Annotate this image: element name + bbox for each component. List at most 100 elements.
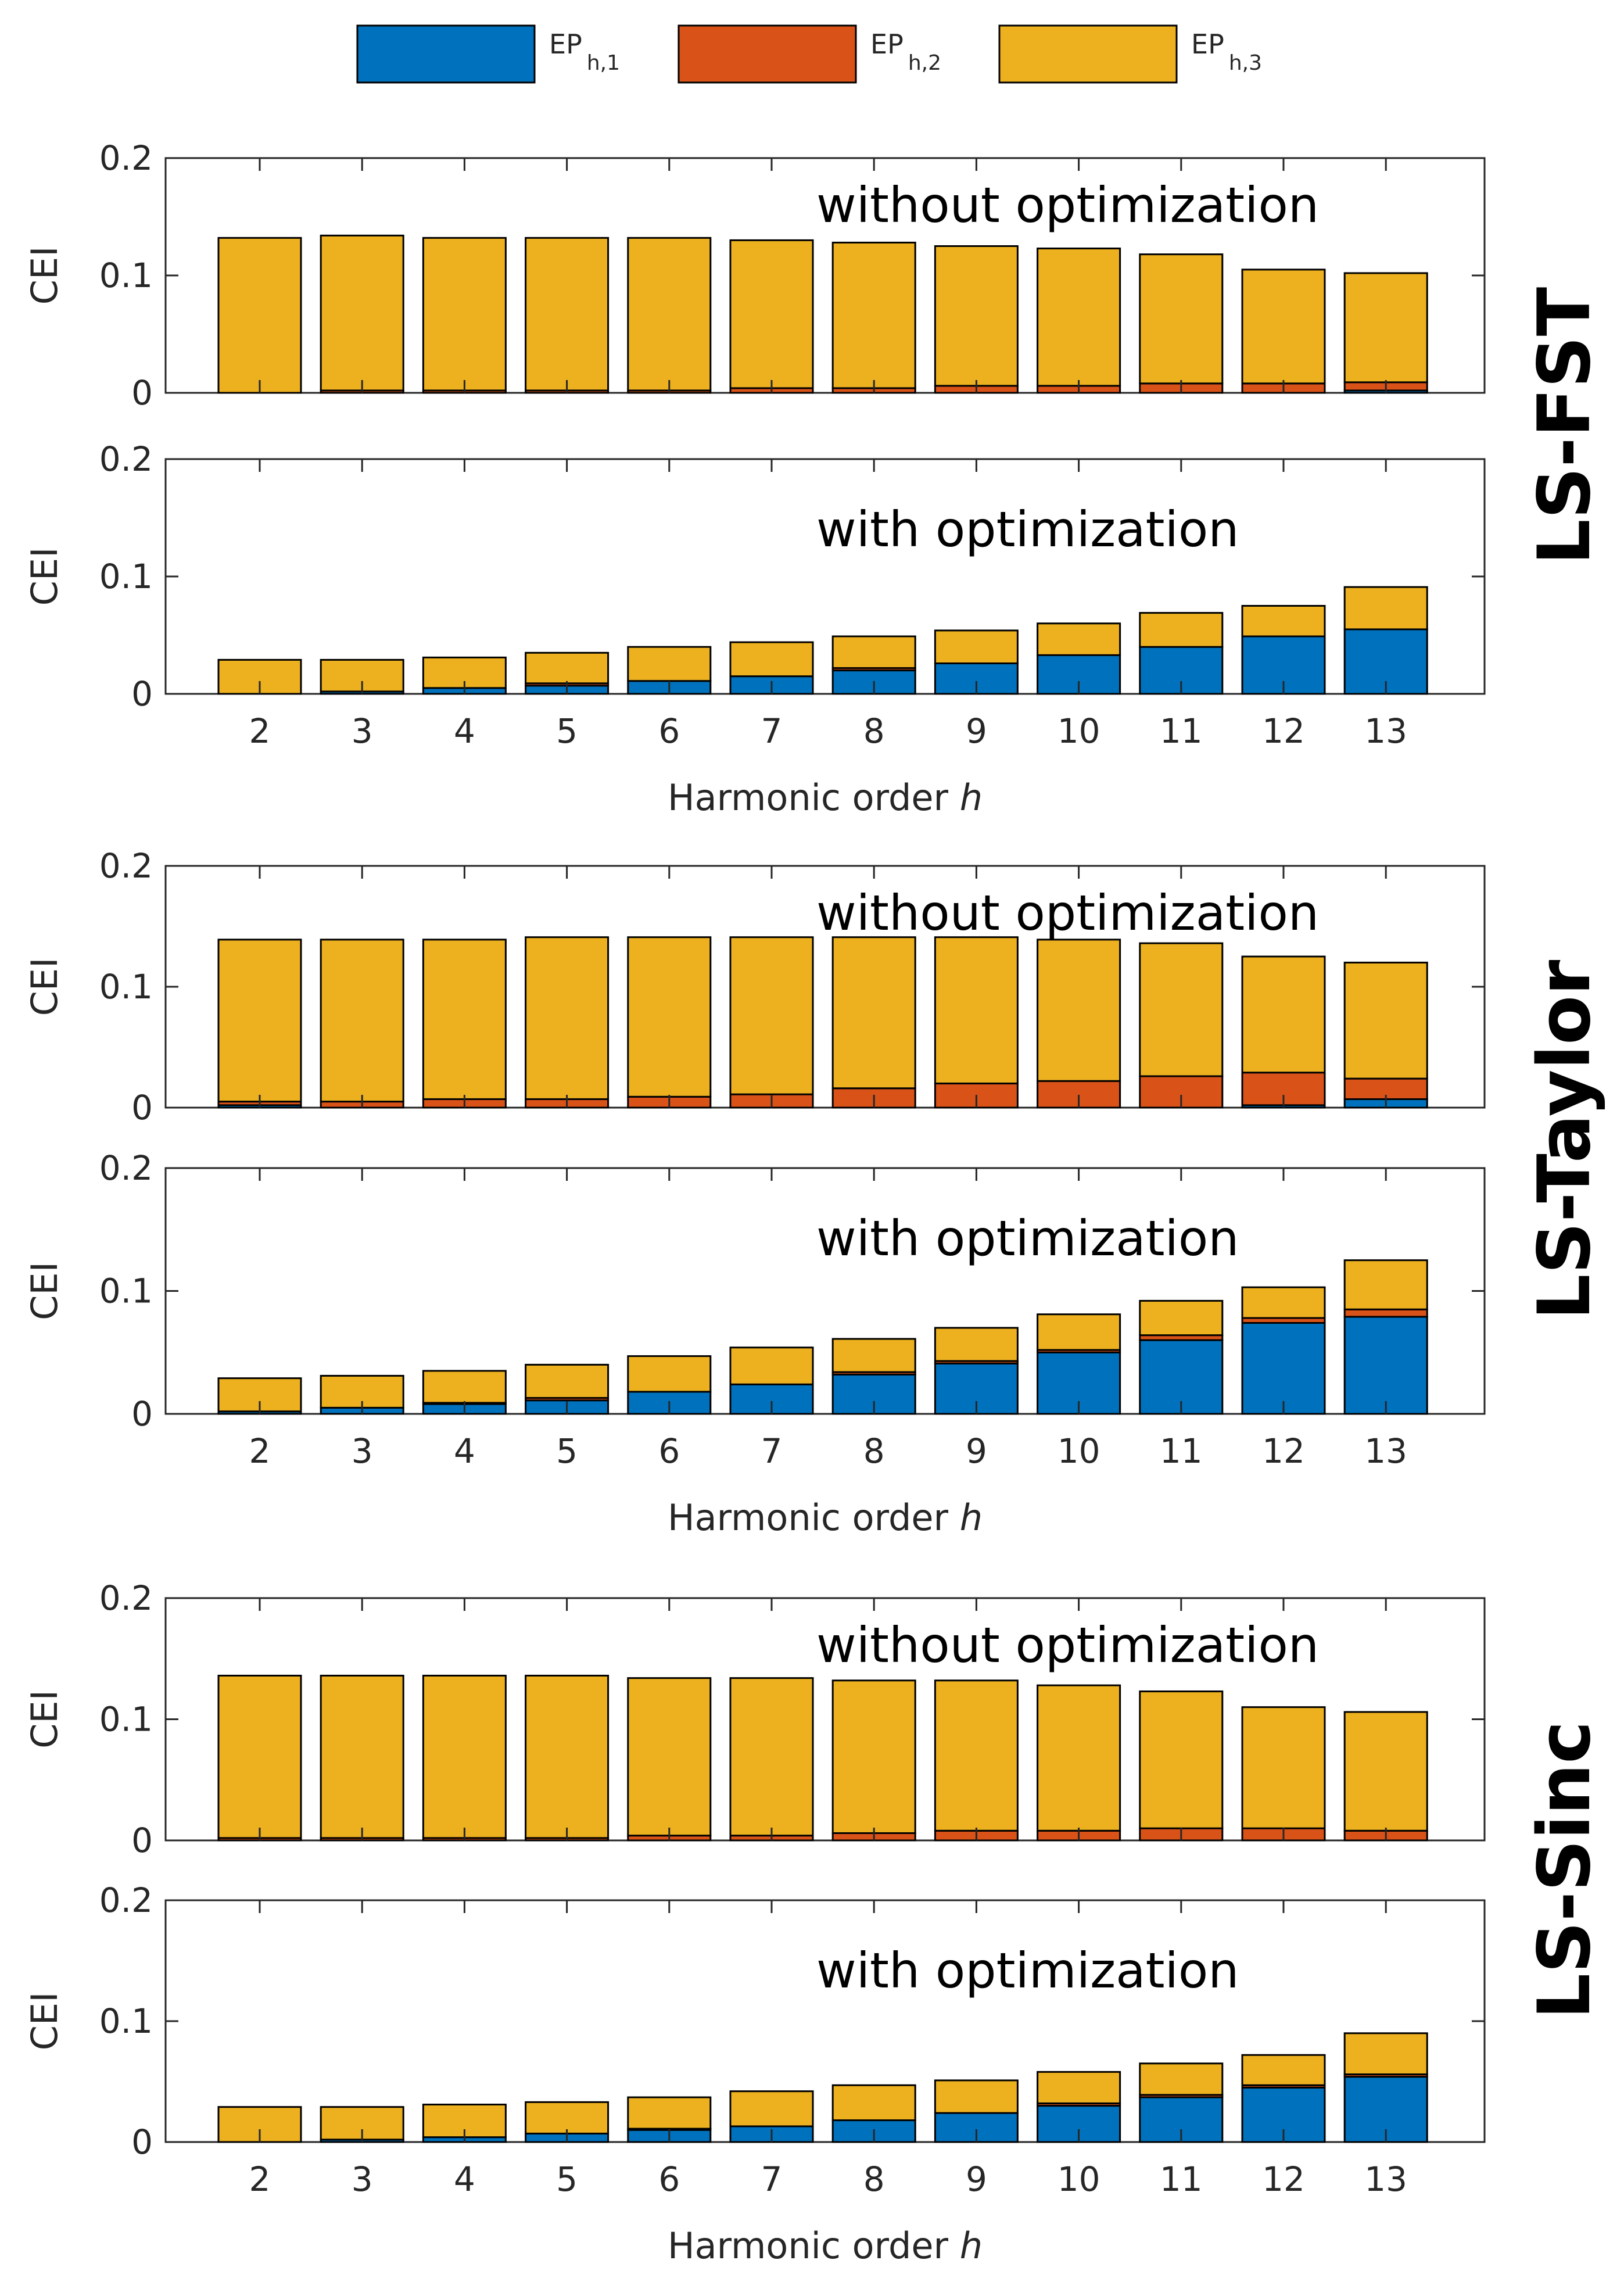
chart-panels: 0 0.1 0.2 CEI without optimization 0 0.1 0.2 2 3 4…: [23, 138, 1486, 2267]
annotation-text: without optimization: [816, 1617, 1319, 1674]
bar-h11-ep3: [1139, 942, 1224, 1077]
x-tick-label: 4: [454, 1431, 475, 1471]
bar-h7-ep3: [729, 936, 814, 1095]
legend-subscript-3: h,3: [1229, 51, 1262, 75]
bar-h6-ep3: [627, 1355, 712, 1393]
bar-h11-ep3: [1139, 253, 1224, 385]
x-axis-label: Harmonic order h: [668, 1496, 983, 1539]
bar-h4-ep3: [422, 1674, 507, 1839]
x-tick-label: 9: [966, 1431, 987, 1471]
bar-h5-ep3: [525, 936, 610, 1100]
bar-h12-ep3: [1241, 2054, 1326, 2086]
bar-h12-ep3: [1241, 955, 1326, 1074]
x-tick-label: 13: [1364, 1431, 1407, 1471]
y-tick-label: 0.2: [99, 439, 153, 479]
x-tick-label: 10: [1057, 2159, 1100, 2199]
bar-h3-ep3: [320, 939, 404, 1103]
annotation-text: with optimization: [816, 1210, 1239, 1267]
bar-h6-ep3: [627, 237, 712, 392]
x-tick-label: 2: [249, 2159, 271, 2199]
bar-h9-ep3: [934, 629, 1019, 664]
bar-h13-ep1: [1343, 1316, 1428, 1415]
method-label-ls-sinc: LS-Sinc: [1523, 1721, 1607, 2019]
bar-h5-ep3: [525, 1363, 610, 1399]
bar-h6-ep3: [627, 646, 712, 682]
y-tick-label: 0.2: [99, 138, 153, 178]
bar-h13-ep3: [1343, 586, 1428, 631]
x-tick-label: 10: [1057, 711, 1100, 751]
x-tick-label: 5: [556, 1431, 578, 1471]
y-tick-label: 0.2: [99, 1148, 153, 1188]
method-label-ls-fst: LS-FST: [1523, 287, 1607, 565]
bar-h8-ep3: [831, 2084, 916, 2122]
x-tick-label: 12: [1262, 711, 1305, 751]
bar-h5-ep3: [525, 2101, 610, 2134]
x-tick-label: 2: [249, 1431, 271, 1471]
bar-h13-ep3: [1343, 1259, 1428, 1310]
bar-h10-ep3: [1037, 622, 1121, 656]
bar-h3-ep3: [320, 1674, 404, 1839]
bar-h2-ep3: [217, 1674, 302, 1839]
y-tick-label: 0: [131, 2122, 153, 2162]
x-tick-label: 10: [1057, 1431, 1100, 1471]
bar-h5-ep3: [525, 651, 610, 685]
bar-h7-ep3: [729, 2090, 814, 2127]
bar-h13-ep3: [1343, 2032, 1428, 2076]
x-tick-label: 5: [556, 2159, 578, 2199]
bar-h13-ep3: [1343, 1711, 1428, 1832]
annotation-text: with optimization: [816, 501, 1239, 558]
y-tick-label: 0: [131, 373, 153, 413]
bar-h9-ep3: [934, 2079, 1019, 2114]
bar-h7-ep3: [729, 1677, 814, 1837]
bar-h11-ep3: [1139, 2062, 1224, 2096]
y-tick-label: 0.2: [99, 846, 153, 886]
bar-h8-ep3: [831, 241, 916, 389]
bar-h11-ep3: [1139, 1690, 1224, 1829]
bar-h6-ep3: [627, 936, 712, 1098]
x-tick-label: 3: [352, 711, 373, 751]
x-tick-label: 8: [863, 1431, 885, 1471]
bar-h8-ep3: [831, 936, 916, 1090]
x-axis-variable: h: [960, 776, 983, 819]
y-tick-label: 0.1: [99, 256, 153, 295]
y-tick-label: 0: [131, 1394, 153, 1434]
bar-h2-ep3: [217, 237, 302, 394]
bar-h9-ep3: [934, 1679, 1019, 1832]
x-tick-label: 9: [966, 2159, 987, 2199]
x-tick-label: 8: [863, 711, 885, 751]
bar-h9-ep3: [934, 245, 1019, 387]
x-tick-label: 11: [1160, 1431, 1203, 1471]
bar-h5-ep3: [525, 1674, 610, 1839]
y-axis-label: CEI: [23, 246, 66, 305]
y-axis-label: CEI: [23, 547, 66, 606]
legend-swatch-3: [998, 24, 1178, 84]
panel-2: 0 0.1 0.2 2 3 4 5 6 7 8 9 10 11 12 13 Harmonic order h C…: [23, 439, 1486, 819]
panel-4: 0 0.1 0.2 2 3 4 5 6 7 8 9 10 11 12 13 Harmonic order h C…: [23, 1148, 1486, 1539]
method-labels: LS-FST LS-Taylor LS-Sinc: [1523, 287, 1607, 2019]
y-tick-label: 0: [131, 1088, 153, 1127]
y-axis-label: CEI: [23, 1262, 66, 1320]
bar-h2-ep3: [217, 939, 302, 1103]
x-tick-label: 11: [1160, 711, 1203, 751]
bar-h4-ep3: [422, 237, 507, 392]
annotation-text: without optimization: [816, 884, 1319, 941]
y-tick-label: 0: [131, 1821, 153, 1860]
bar-h11-ep3: [1139, 612, 1224, 648]
x-tick-label: 13: [1364, 711, 1407, 751]
bar-h10-ep3: [1037, 939, 1121, 1082]
y-tick-label: 0.2: [99, 1881, 153, 1920]
x-axis-label: Harmonic order h: [668, 776, 983, 819]
bar-h11-ep1: [1139, 646, 1224, 695]
y-tick-label: 0.1: [99, 2001, 153, 2041]
legend-subscript-2: h,2: [908, 51, 941, 75]
bar-h4-ep3: [422, 939, 507, 1100]
panel-5: 0 0.1 0.2 CEI without optimization: [23, 1578, 1486, 1860]
y-tick-label: 0.2: [99, 1578, 153, 1618]
x-tick-label: 7: [761, 1431, 783, 1471]
bar-h4-ep3: [422, 1370, 507, 1404]
y-axis-label: CEI: [23, 1690, 66, 1749]
annotation-text: without optimization: [816, 177, 1319, 234]
bar-h6-ep3: [627, 2096, 712, 2130]
